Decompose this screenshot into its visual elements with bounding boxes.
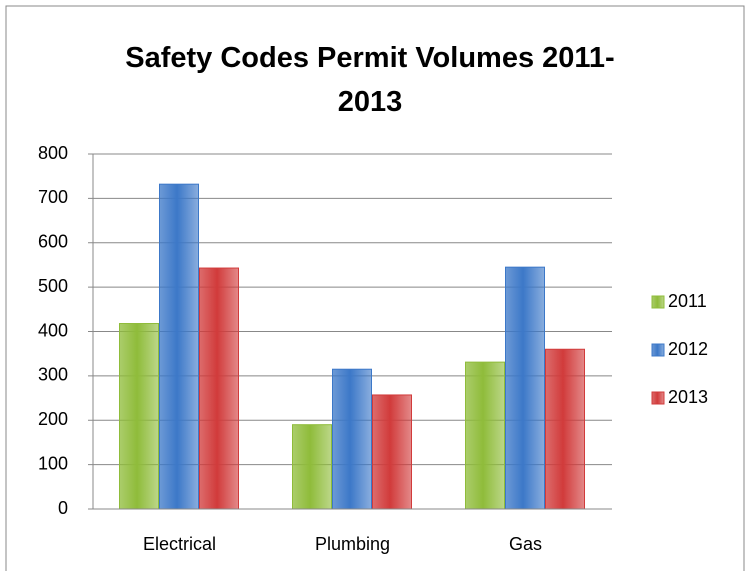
legend-swatch [651, 391, 665, 405]
y-tick-label: 200 [38, 409, 68, 429]
bar [159, 183, 199, 510]
y-tick-label: 700 [38, 187, 68, 207]
y-tick-label: 0 [58, 498, 68, 518]
bar [199, 267, 239, 510]
y-tick-label: 100 [38, 453, 68, 473]
chart-title: Safety Codes Permit Volumes 2011-2013 [125, 42, 615, 118]
bar [545, 348, 585, 510]
bar [372, 394, 412, 510]
bar [332, 368, 372, 510]
chart-border [5, 5, 745, 571]
y-tick-label: 300 [38, 365, 68, 385]
y-tick-label: 500 [38, 276, 68, 296]
y-tick-label: 600 [38, 232, 68, 252]
legend-swatch [651, 295, 665, 309]
bar [119, 323, 159, 510]
legend-label: 2011 [668, 291, 707, 311]
bar [292, 424, 332, 510]
bar [505, 266, 545, 510]
legend-swatch [651, 343, 665, 357]
bar [465, 361, 505, 510]
legend-label: 2012 [668, 339, 708, 359]
x-tick-label: Gas [509, 534, 542, 554]
legend-label: 2013 [668, 387, 708, 407]
x-tick-label: Plumbing [315, 534, 390, 554]
y-tick-label: 400 [38, 320, 68, 340]
x-tick-label: Electrical [143, 534, 216, 554]
y-tick-label: 800 [38, 143, 68, 163]
